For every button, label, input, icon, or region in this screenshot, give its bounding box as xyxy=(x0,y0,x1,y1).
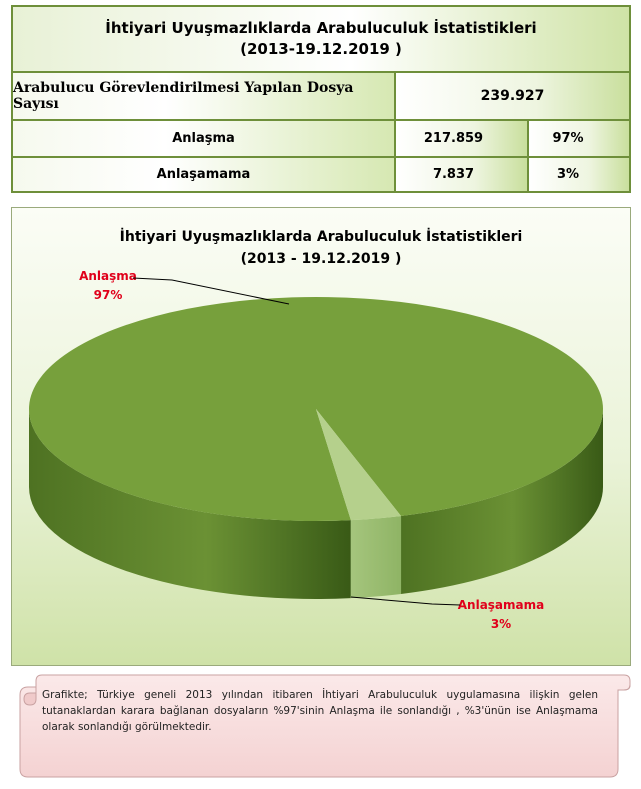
table-row: Anlaşamama 7.837 3% xyxy=(13,158,629,191)
note-text: Grafikte; Türkiye geneli 2013 yılından i… xyxy=(42,689,598,733)
scroll-shape xyxy=(19,674,631,778)
pie-chart: Anlaşma 97% Anlaşamama 3% xyxy=(28,269,603,631)
row-percent: 3% xyxy=(529,158,629,191)
pie-side-anlasamama xyxy=(350,515,402,599)
table-row-total: Arabulucu Görevlendirilmesi Yapılan Dosy… xyxy=(13,73,629,121)
table-subtitle: (2013-19.12.2019 ) xyxy=(240,40,402,58)
table-title-row: İhtiyari Uyuşmazlıklarda Arabuluculuk İs… xyxy=(13,7,629,73)
slice-value-anlasma: 97% xyxy=(94,288,123,302)
slice-value-anlasamama: 3% xyxy=(491,617,511,631)
row-label: Anlaşamama xyxy=(13,158,396,191)
row-label: Anlaşma xyxy=(13,121,396,156)
chart-title: İhtiyari Uyuşmazlıklarda Arabuluculuk İs… xyxy=(12,226,630,270)
row-count: 7.837 xyxy=(396,158,529,191)
chart-title-line: İhtiyari Uyuşmazlıklarda Arabuluculuk İs… xyxy=(119,229,523,245)
chart-panel: Anlaşma 97% Anlaşamama 3% İhtiyari Uyuşmazl… xyxy=(11,207,631,666)
stats-table: İhtiyari Uyuşmazlıklarda Arabuluculuk İs… xyxy=(11,5,631,193)
leader-line-anlasma xyxy=(132,277,290,305)
table-title: İhtiyari Uyuşmazlıklarda Arabuluculuk İs… xyxy=(105,19,537,37)
pie-side-anlasma-right xyxy=(401,409,603,594)
table-row: Anlaşma 217.859 97% xyxy=(13,121,629,158)
slice-label-anlasamama: Anlaşamama xyxy=(458,598,544,612)
pie-side-anlasma-left xyxy=(29,409,351,599)
row-percent: 97% xyxy=(529,121,629,156)
pie-slice-anlasma xyxy=(28,297,603,521)
note-scroll: Grafikte; Türkiye geneli 2013 yılından i… xyxy=(14,673,631,783)
chart-subtitle: (2013 - 19.12.2019 ) xyxy=(240,251,402,267)
total-value: 239.927 xyxy=(396,73,629,119)
slice-label-anlasma: Anlaşma xyxy=(79,269,137,283)
total-label: Arabulucu Görevlendirilmesi Yapılan Dosy… xyxy=(13,73,396,119)
row-count: 217.859 xyxy=(396,121,529,156)
leader-line-anlasamama xyxy=(350,596,461,606)
pie-slice-anlasamama xyxy=(316,409,402,521)
